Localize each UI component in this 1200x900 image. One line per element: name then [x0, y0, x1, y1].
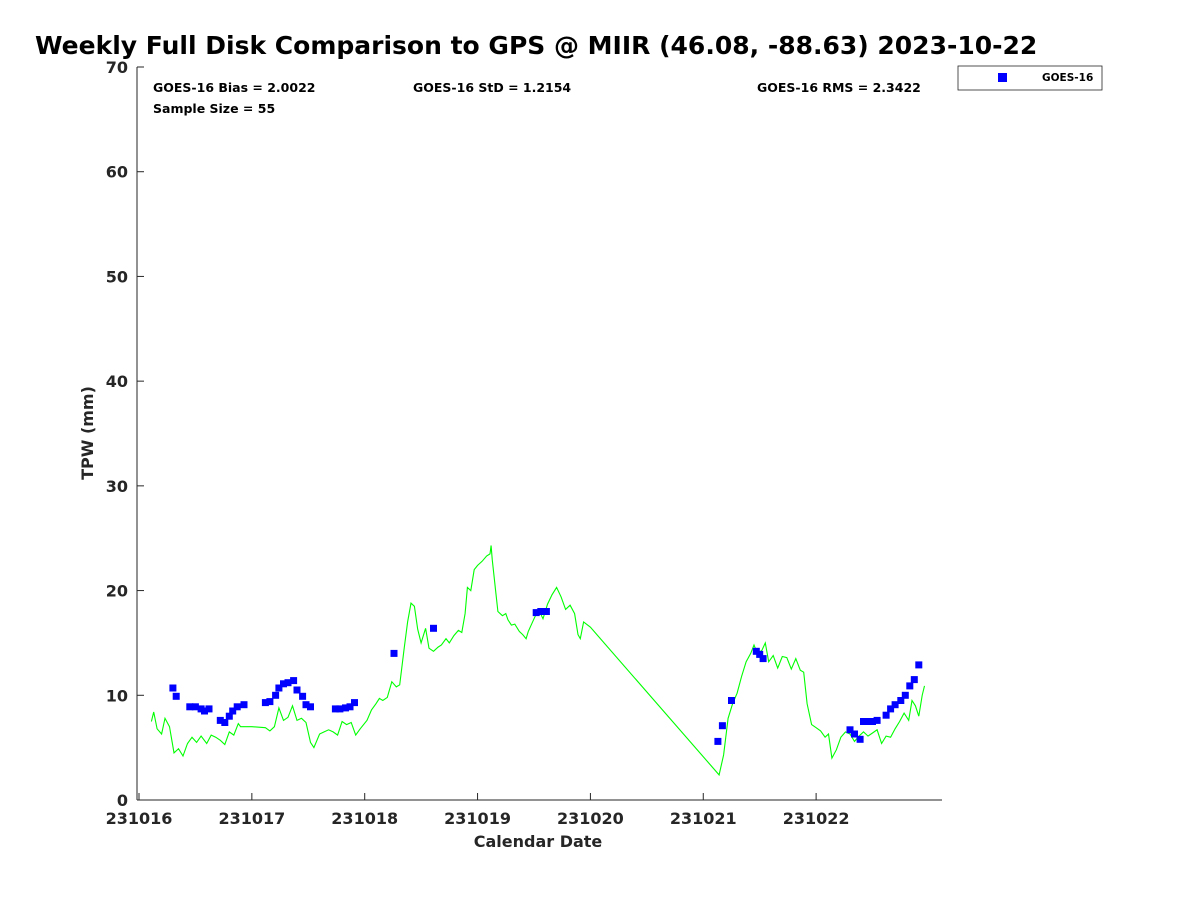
goes16-point — [718, 722, 726, 730]
y-tick-label: 40 — [106, 372, 128, 391]
goes16-point — [537, 608, 545, 615]
goes16-point — [229, 707, 237, 715]
goes16-point — [272, 691, 280, 699]
goes16-point — [759, 655, 767, 663]
goes16-point — [851, 730, 858, 738]
std-annotation: GOES-16 StD = 1.2154 — [413, 80, 571, 95]
goes16-point — [280, 680, 287, 688]
goes16-point — [901, 691, 909, 699]
goes16-point — [891, 701, 899, 709]
goes16-point — [302, 701, 310, 709]
goes16-point — [172, 692, 180, 700]
goes16-point — [910, 676, 918, 684]
goes16-point — [201, 707, 208, 715]
goes16-point — [191, 703, 199, 711]
goes16-point — [275, 684, 283, 692]
goes16-point — [284, 679, 292, 687]
y-tick-label: 10 — [106, 686, 128, 705]
goes16-point — [299, 692, 307, 700]
goes16-point — [887, 705, 895, 713]
goes16-point — [221, 719, 229, 726]
goes16-point — [869, 718, 876, 725]
stats-annotations: GOES-16 Bias = 2.0022 GOES-16 StD = 1.21… — [153, 80, 921, 116]
goes16-point — [542, 608, 550, 615]
goes16-point — [714, 737, 722, 745]
x-ticks: 231016 231017 231018 231019 231020 231021 2310… — [106, 793, 850, 828]
goes16-point — [728, 697, 735, 704]
goes16-point — [897, 697, 905, 704]
goes16-point — [915, 661, 923, 669]
y-tick-label: 30 — [106, 477, 128, 496]
y-tick-label: 70 — [106, 58, 128, 77]
goes16-point — [169, 684, 177, 692]
goes16-point — [233, 703, 241, 711]
legend-box — [957, 65, 1103, 91]
legend-marker-goes16 — [998, 73, 1007, 82]
goes16-point — [351, 699, 358, 707]
goes16-point — [342, 704, 349, 712]
goes16-point — [846, 726, 854, 734]
goes16-point — [906, 682, 914, 690]
y-axis-label: TPW (mm) — [78, 386, 97, 480]
goes16-point — [205, 705, 213, 713]
goes16-point — [261, 699, 269, 707]
x-tick-label: 231020 — [557, 809, 624, 828]
x-tick-label: 231017 — [218, 809, 285, 828]
x-axis-label: Calendar Date — [474, 832, 603, 851]
sample-size-annotation: Sample Size = 55 — [153, 101, 275, 116]
rms-annotation: GOES-16 RMS = 2.3422 — [757, 80, 921, 95]
goes16-point — [307, 703, 314, 711]
y-tick-label: 20 — [106, 582, 128, 601]
goes16-point — [331, 705, 339, 713]
legend: GOES-16 — [957, 65, 1103, 91]
bias-annotation: GOES-16 Bias = 2.0022 — [153, 80, 315, 95]
goes16-point — [882, 711, 890, 719]
goes16-point — [336, 705, 344, 713]
series-layer — [150, 545, 926, 777]
goes16-point — [864, 718, 872, 725]
y-tick-label: 60 — [106, 163, 128, 182]
goes16-point — [225, 712, 233, 720]
goes16-point — [860, 718, 867, 725]
goes16-point — [430, 624, 437, 632]
goes16-point — [293, 686, 301, 694]
y-ticks: 0 10 20 30 40 50 60 70 — [106, 58, 144, 810]
goes16-point — [346, 703, 354, 711]
chart-title: Weekly Full Disk Comparison to GPS @ MII… — [35, 31, 1037, 60]
y-tick-label: 50 — [106, 267, 128, 286]
y-tick-label: 0 — [117, 791, 128, 810]
x-tick-label: 231019 — [444, 809, 511, 828]
x-tick-label: 231021 — [670, 809, 737, 828]
goes16-point — [532, 609, 540, 617]
x-tick-label: 231022 — [783, 809, 850, 828]
x-tick-label: 231018 — [331, 809, 398, 828]
goes16-point — [873, 716, 881, 724]
goes16-point — [216, 716, 224, 724]
plot-area — [136, 67, 942, 801]
goes16-point — [856, 735, 864, 743]
x-tick-label: 231016 — [106, 809, 173, 828]
goes16-point — [186, 703, 194, 711]
goes16-point — [266, 698, 274, 706]
goes16-point — [290, 677, 298, 685]
goes16-point — [390, 649, 398, 657]
legend-label-goes16: GOES-16 — [1042, 72, 1093, 84]
goes16-point — [240, 701, 248, 709]
series-line — [150, 545, 926, 777]
goes16-point — [756, 650, 764, 658]
